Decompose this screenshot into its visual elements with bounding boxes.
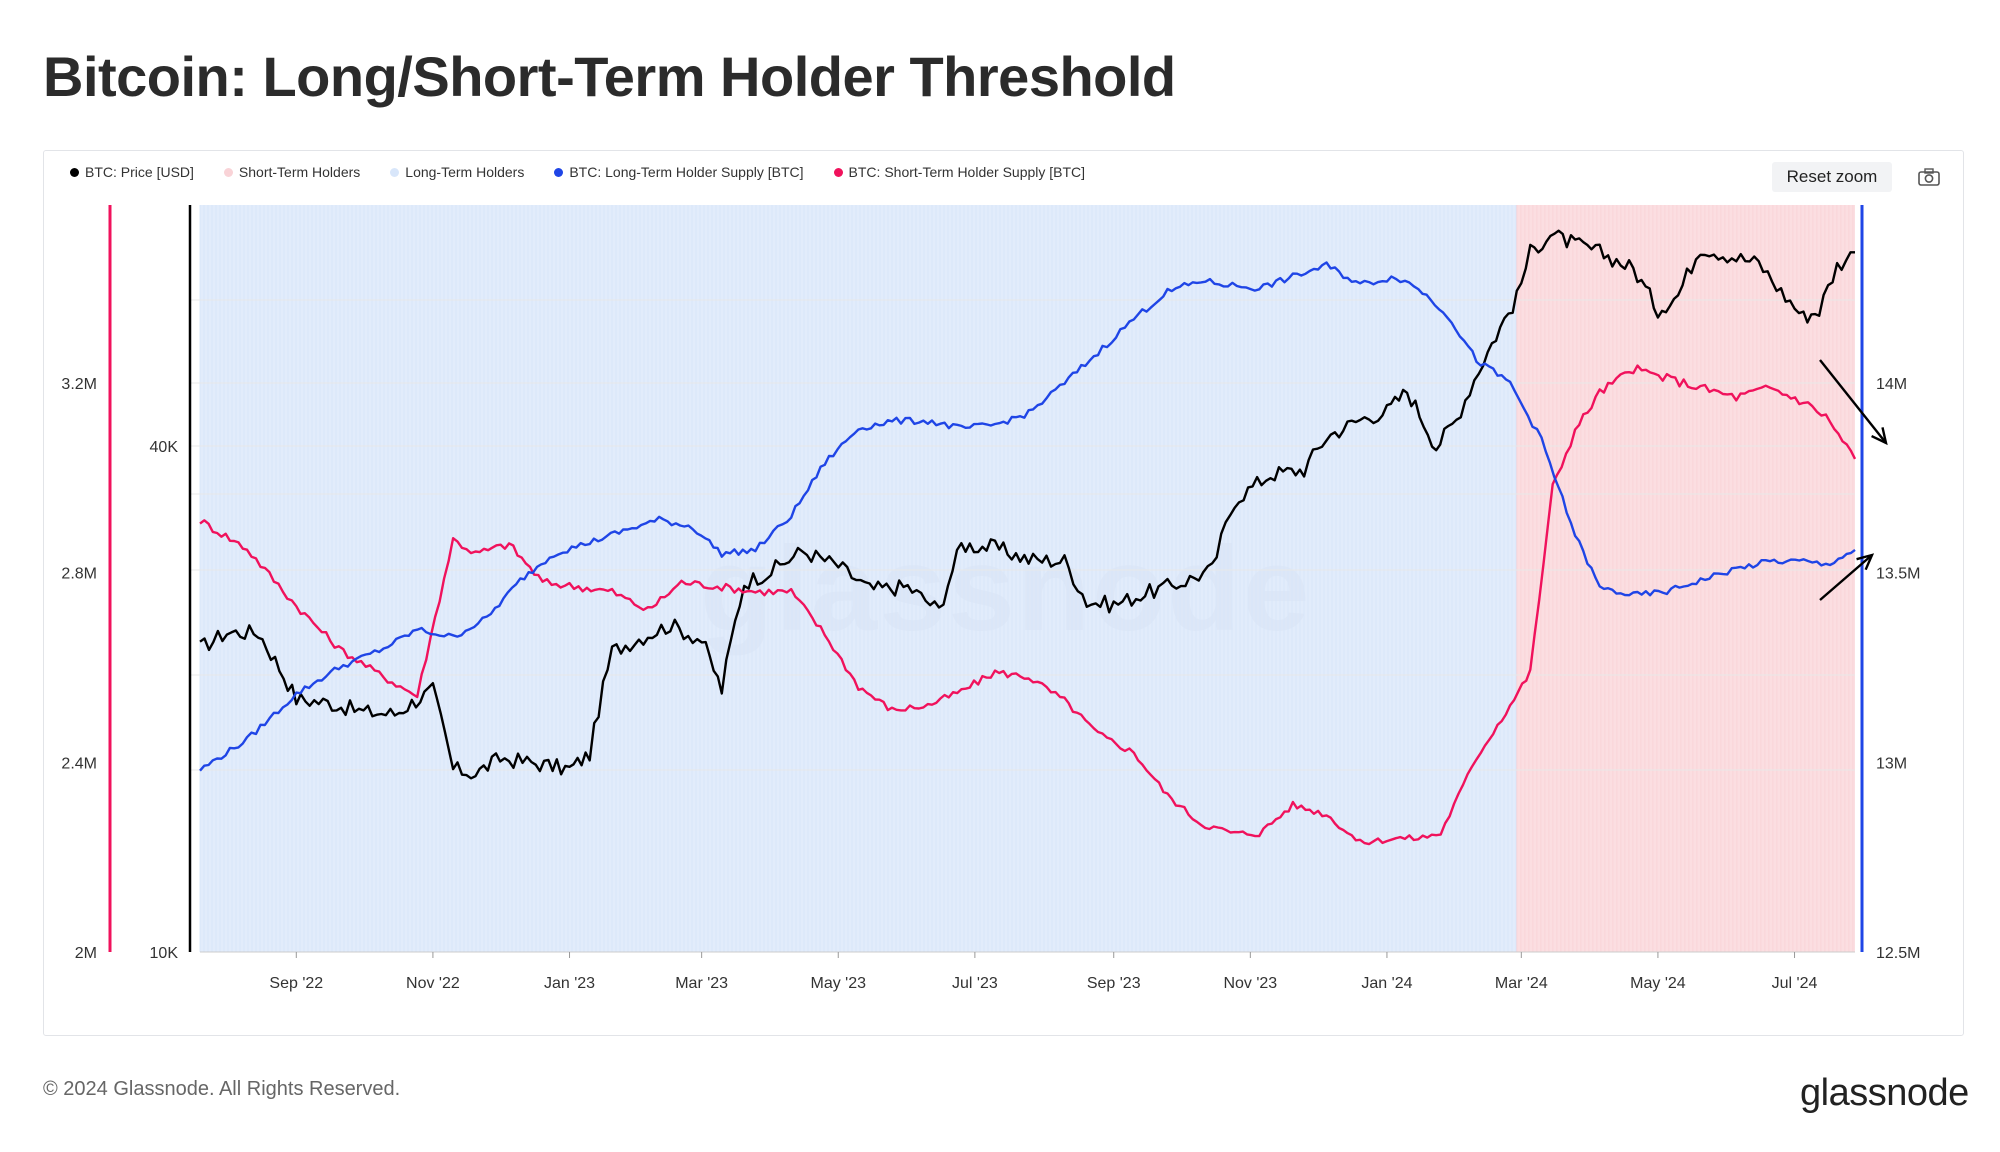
y-tick-sth-3: 3.2M [61,376,97,393]
annotation-arrow-up-head [1856,553,1875,571]
legend-price-label: BTC: Price [USD] [85,164,194,180]
x-tick-7: Nov '23 [1223,975,1277,992]
x-tick-0: Sep '22 [269,975,323,992]
series-line-2 [199,261,1856,772]
x-tick-11: Jul '24 [1772,975,1818,992]
legend-sth-zone-label: Short-Term Holders [238,164,361,180]
x-tick-6: Sep '23 [1087,975,1141,992]
annotation-arrow-up-shaft [1819,554,1873,601]
annotation-arrow-down-shaft [1819,359,1887,444]
legend-item-lth-supply[interactable]: BTC: Long-Term Holder Supply [BTC] [554,164,804,180]
x-tick-10: May '24 [1630,975,1686,992]
y-tick-lth-2: 13.5M [1876,566,1920,583]
y-tick-sth-2: 2.8M [61,566,97,583]
chart-title: Bitcoin: Long/Short-Term Holder Threshol… [43,45,1176,108]
x-tick-2: Jan '23 [544,975,595,992]
legend-price-dot [70,167,79,177]
annotation-arrow-down-head [1871,427,1888,446]
y-tick-lth-0: 12.5M [1876,945,1920,962]
y-tick-price-0: 10K [150,945,179,962]
legend-sth-supply-dot [833,167,843,177]
camera-icon[interactable] [1918,168,1940,186]
x-tick-3: Mar '23 [675,975,728,992]
legend-item-price[interactable]: BTC: Price [USD] [70,164,194,180]
legend-lth-supply-dot [554,167,564,177]
y-tick-sth-1: 2.4M [61,755,97,772]
x-tick-5: Jul '23 [952,975,998,992]
x-tick-9: Mar '24 [1495,975,1548,992]
reset-zoom-button[interactable]: Reset zoom [1772,162,1892,192]
y-tick-lth-1: 13M [1876,755,1907,772]
legend-sth-supply-label: BTC: Short-Term Holder Supply [BTC] [848,164,1086,180]
legend-item-sth-zone[interactable]: Short-Term Holders [223,164,361,180]
y-tick-lth-3: 14M [1876,376,1907,393]
x-tick-1: Nov '22 [406,975,460,992]
x-tick-8: Jan '24 [1361,975,1412,992]
copyright-footer: © 2024 Glassnode. All Rights Reserved. [43,1078,401,1100]
legend-lth-zone-dot [390,167,400,177]
y-tick-sth-0: 2M [75,945,97,962]
legend: BTC: Price [USD] Short-Term Holders Long… [70,164,1085,180]
legend-item-sth-supply[interactable]: BTC: Short-Term Holder Supply [BTC] [833,164,1086,180]
regime-band-0 [200,205,1517,952]
legend-item-lth-zone[interactable]: Long-Term Holders [390,164,524,180]
series-line-1 [199,364,1857,846]
y-tick-price-1: 40K [150,439,179,456]
glassnode-logo: glassnode [1800,1072,1969,1114]
legend-sth-zone-dot [223,167,233,177]
x-tick-4: May '23 [810,975,866,992]
series-line-0 [199,229,1855,780]
legend-lth-zone-label: Long-Term Holders [405,164,525,180]
legend-lth-supply-label: BTC: Long-Term Holder Supply [BTC] [569,164,804,180]
